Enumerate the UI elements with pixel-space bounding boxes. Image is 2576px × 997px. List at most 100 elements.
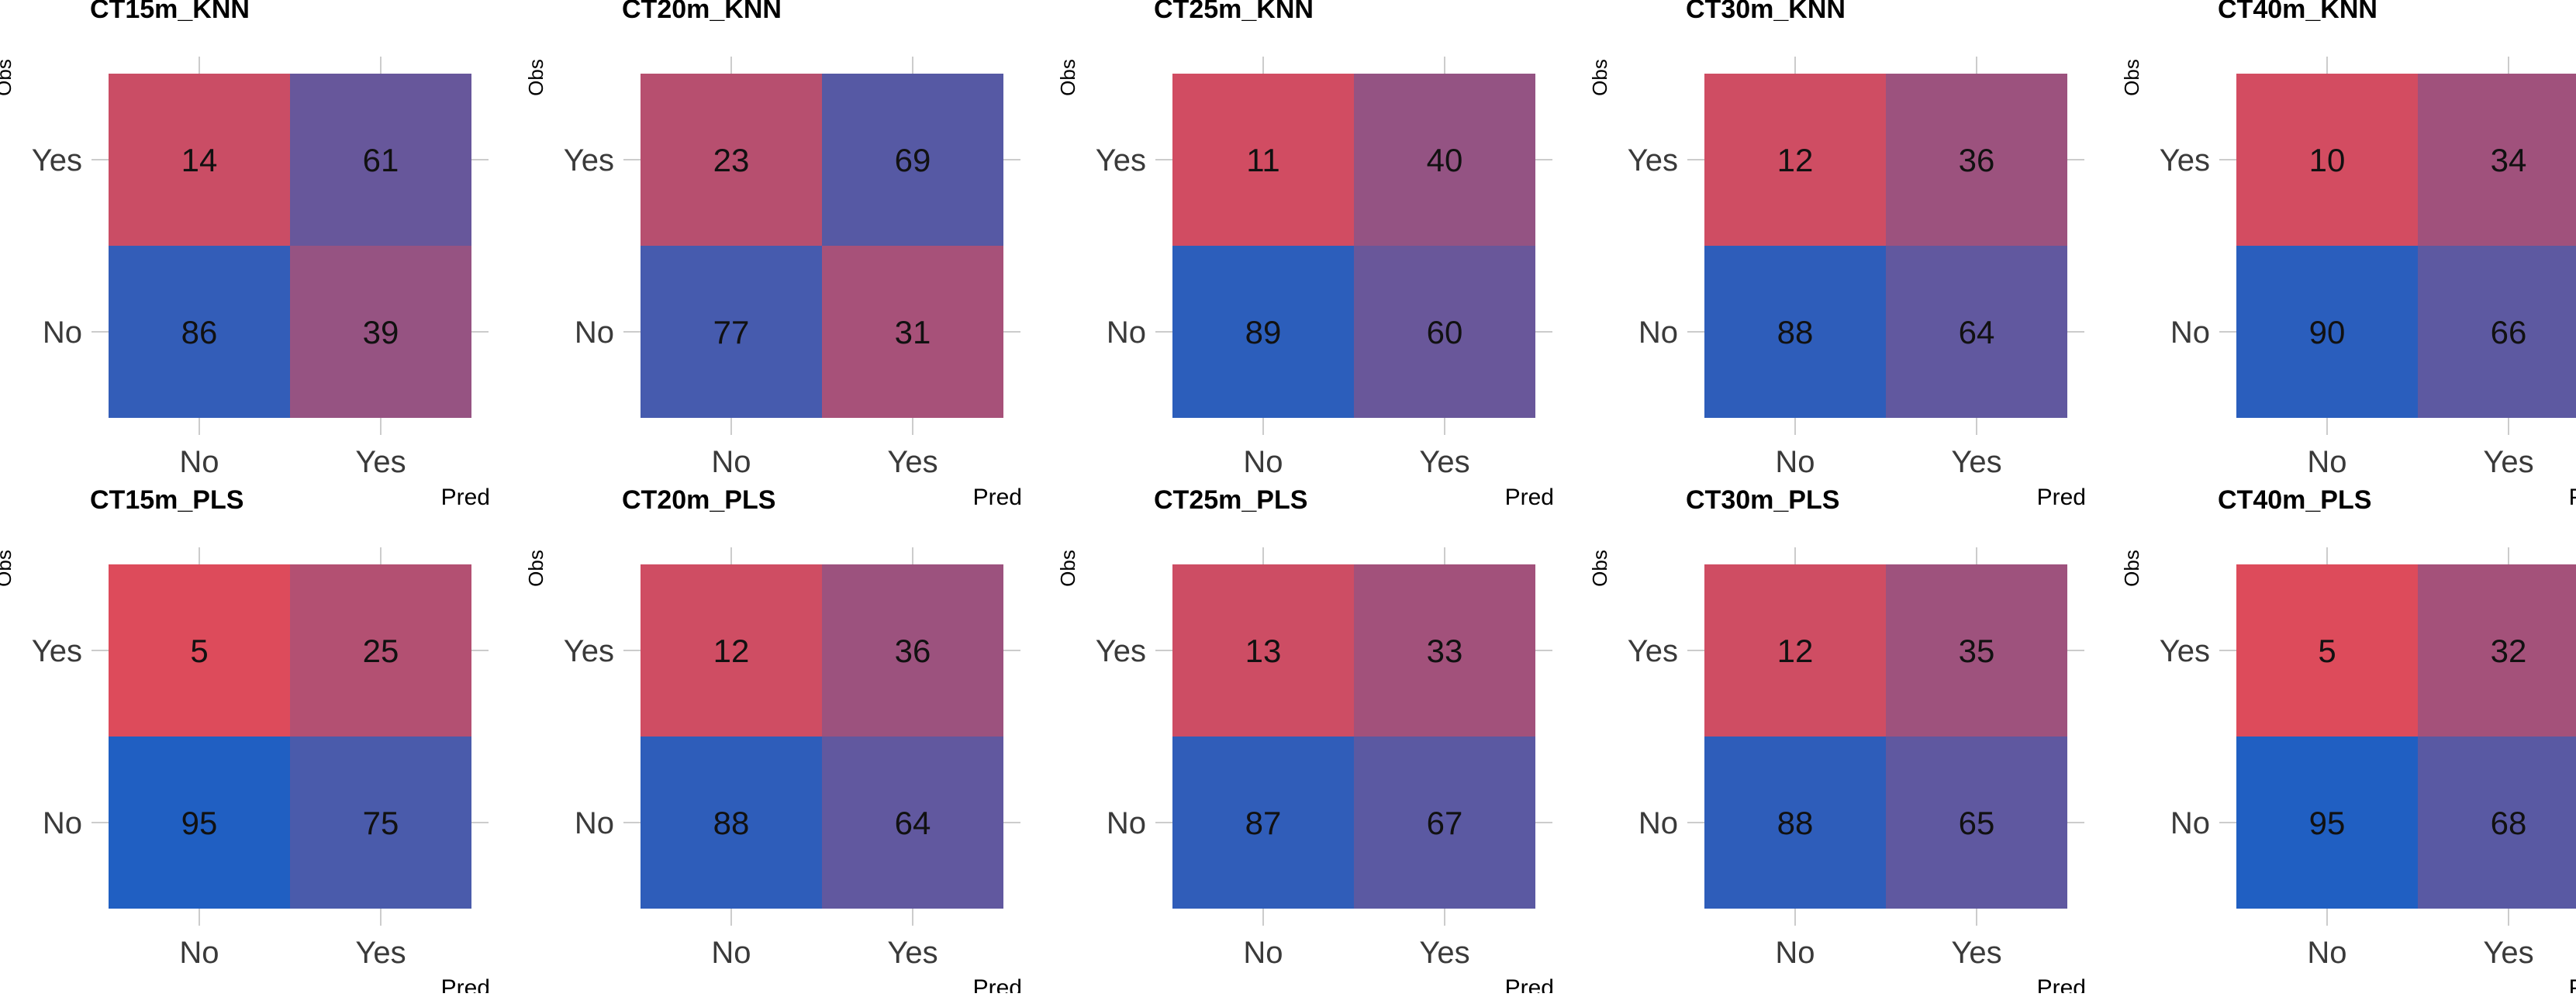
y-tick-yes: Yes: [564, 143, 614, 178]
x-tick-yes: Yes: [355, 445, 406, 479]
x-axis-label: Pred: [441, 975, 490, 993]
x-tick-no: No: [179, 936, 219, 970]
panel-title: CT15m_KNN: [90, 0, 250, 24]
x-tick-no: No: [711, 445, 751, 479]
y-tick-no: No: [1107, 806, 1146, 840]
cell-no-yes: [822, 246, 1003, 418]
x-tick-yes: Yes: [2483, 936, 2533, 970]
panel-title: CT30m_KNN: [1686, 0, 1846, 24]
cell-value-yes-no: 12: [1777, 142, 1814, 178]
y-tick-no: No: [1638, 316, 1678, 350]
x-axis-label: Pred: [2037, 485, 2086, 510]
y-tick-no: No: [43, 316, 82, 350]
cell-value-no-yes: 68: [2491, 805, 2527, 841]
y-tick-no: No: [1107, 316, 1146, 350]
panel-ct20m-knn: 23 69 77 31 CT20m_KNN Obs Yes No No Yes Pred: [524, 0, 1022, 510]
panel-title: CT20m_PLS: [622, 485, 775, 515]
cell-yes-no: [641, 564, 822, 737]
panel-ct25m-knn: 11 40 89 60 CT25m_KNN Obs Yes No No Yes Pred: [1056, 0, 1554, 510]
panel-ct40m-pls: 5 32 95 68 CT40m_PLS Obs Yes No No Yes Pred: [2120, 485, 2576, 997]
x-axis-label: Pred: [973, 975, 1022, 993]
cell-no-yes: [1354, 737, 1535, 909]
x-tick-yes: Yes: [2483, 445, 2533, 479]
panel-ct40m-knn: 10 34 90 66 CT40m_KNN Obs Yes No No Yes Pred: [2120, 0, 2576, 510]
cell-value-no-no: 86: [181, 314, 218, 350]
cell-value-no-yes: 39: [363, 314, 399, 350]
cell-value-no-no: 88: [713, 805, 750, 841]
cell-yes-no: [1704, 74, 1886, 246]
cell-yes-yes: [822, 74, 1003, 246]
x-tick-no: No: [2307, 936, 2346, 970]
cell-value-no-no: 90: [2309, 314, 2346, 350]
panel-ct15m-knn: 14 61 86 39 CT15m_KNN Obs Yes No No Yes Pred: [0, 0, 490, 510]
cell-value-yes-yes: 61: [363, 142, 399, 178]
y-tick-yes: Yes: [1628, 143, 1678, 178]
x-tick-no: No: [1775, 445, 1815, 479]
y-axis-label: Obs: [2120, 550, 2143, 587]
cell-value-yes-no: 23: [713, 142, 750, 178]
cell-value-yes-yes: 69: [895, 142, 931, 178]
y-tick-no: No: [575, 316, 614, 350]
y-tick-yes: Yes: [1096, 634, 1146, 668]
x-tick-yes: Yes: [887, 445, 938, 479]
cell-value-yes-no: 14: [181, 142, 218, 178]
cell-yes-yes: [1886, 74, 2067, 246]
cell-value-no-yes: 64: [1959, 314, 1995, 350]
cell-value-no-no: 87: [1245, 805, 1282, 841]
cell-value-yes-yes: 40: [1427, 142, 1463, 178]
panel-title: CT20m_KNN: [622, 0, 782, 24]
cell-yes-no: [1172, 74, 1354, 246]
cell-value-yes-yes: 33: [1427, 633, 1463, 669]
cell-no-yes: [1354, 246, 1535, 418]
cell-no-no: [1704, 246, 1886, 418]
x-tick-yes: Yes: [1419, 936, 1469, 970]
cell-yes-yes: [2418, 564, 2576, 737]
x-tick-no: No: [179, 445, 219, 479]
cell-value-yes-no: 12: [1777, 633, 1814, 669]
x-axis-label: Pred: [2569, 975, 2576, 993]
y-axis-label: Obs: [524, 550, 547, 587]
cell-value-yes-no: 10: [2309, 142, 2346, 178]
panel-ct20m-pls: 12 36 88 64 CT20m_PLS Obs Yes No No Yes Pred: [524, 485, 1022, 997]
panel-title: CT30m_PLS: [1686, 485, 1839, 515]
y-axis-label: Obs: [1056, 59, 1079, 96]
cell-value-yes-yes: 35: [1959, 633, 1995, 669]
x-tick-yes: Yes: [355, 936, 406, 970]
y-tick-yes: Yes: [564, 634, 614, 668]
cell-value-no-yes: 66: [2491, 314, 2527, 350]
cell-no-no: [2236, 737, 2418, 909]
x-tick-no: No: [1243, 936, 1283, 970]
cell-yes-no: [641, 74, 822, 246]
panel-ct30m-knn: 12 36 88 64 CT30m_KNN Obs Yes No No Yes Pred: [1588, 0, 2086, 510]
y-tick-yes: Yes: [32, 143, 82, 178]
y-tick-no: No: [1638, 806, 1678, 840]
cell-value-no-yes: 67: [1427, 805, 1463, 841]
cell-value-yes-yes: 25: [363, 633, 399, 669]
y-tick-no: No: [575, 806, 614, 840]
y-axis-label: Obs: [524, 59, 547, 96]
y-axis-label: Obs: [2120, 59, 2143, 96]
cell-yes-yes: [2418, 74, 2576, 246]
cell-value-yes-no: 12: [713, 633, 750, 669]
x-axis-label: Pred: [973, 485, 1022, 510]
x-axis-label: Pred: [1505, 485, 1554, 510]
cell-yes-yes: [1354, 74, 1535, 246]
y-tick-no: No: [2170, 806, 2210, 840]
y-axis-label: Obs: [1588, 59, 1611, 96]
y-tick-no: No: [2170, 316, 2210, 350]
cell-value-no-no: 95: [181, 805, 218, 841]
y-axis-label: Obs: [1056, 550, 1079, 587]
cell-yes-no: [2236, 74, 2418, 246]
cell-value-no-no: 77: [713, 314, 750, 350]
panel-ct25m-pls: 13 33 87 67 CT25m_PLS Obs Yes No No Yes Pred: [1056, 485, 1554, 997]
y-tick-yes: Yes: [2160, 143, 2210, 178]
x-axis-label: Pred: [2569, 485, 2576, 510]
panel-title: CT15m_PLS: [90, 485, 243, 515]
panel-title: CT40m_KNN: [2218, 0, 2377, 24]
cell-value-no-no: 88: [1777, 805, 1814, 841]
cell-no-yes: [290, 246, 471, 418]
x-tick-yes: Yes: [1951, 936, 2001, 970]
y-axis-label: Obs: [0, 550, 16, 587]
